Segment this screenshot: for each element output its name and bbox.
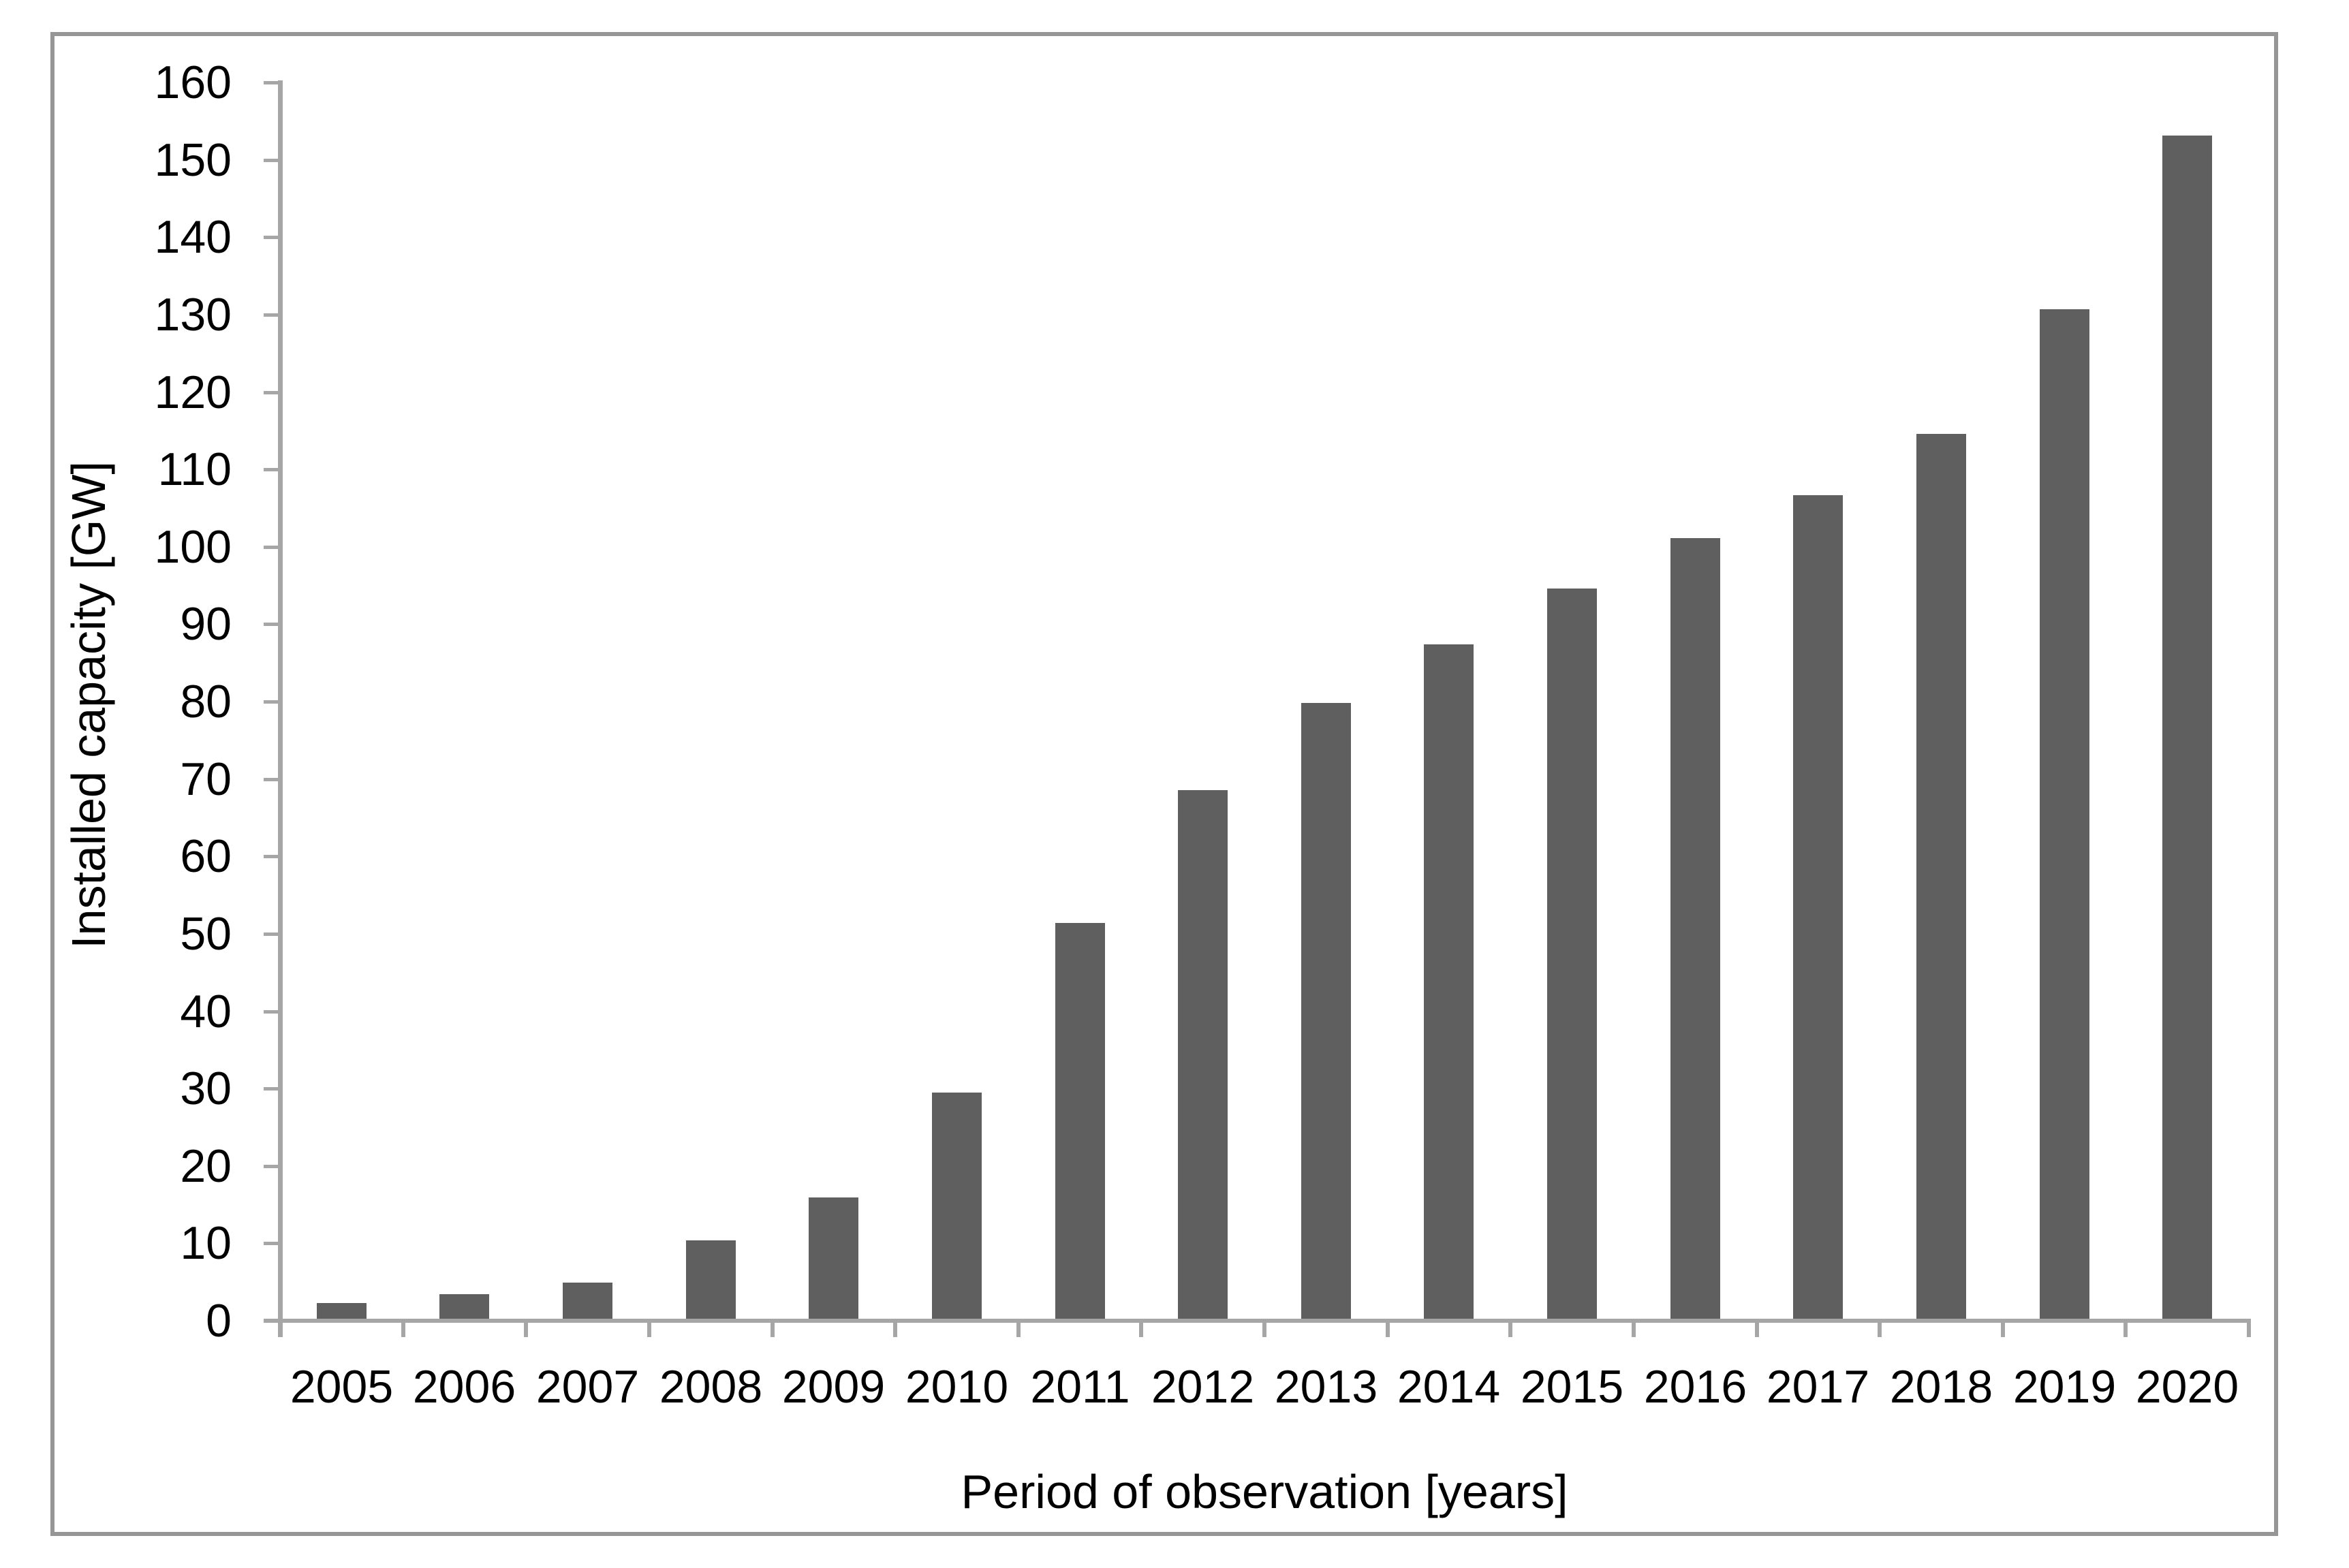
y-tick-70 bbox=[264, 778, 280, 781]
y-tick-label: 130 bbox=[154, 289, 232, 341]
x-tick-label: 2007 bbox=[535, 1361, 640, 1413]
y-tick-label: 140 bbox=[154, 211, 232, 263]
x-axis-line bbox=[264, 1319, 2251, 1323]
x-tick-label: 2012 bbox=[1151, 1361, 1255, 1413]
x-tick-9 bbox=[1386, 1321, 1390, 1337]
bar-2009 bbox=[809, 1197, 858, 1321]
y-axis-title: Installed capacity [GW] bbox=[62, 461, 115, 949]
y-tick-label: 110 bbox=[157, 443, 232, 495]
x-tick-label: 2008 bbox=[659, 1361, 763, 1413]
x-tick-4 bbox=[771, 1321, 775, 1337]
bar-2006 bbox=[439, 1294, 489, 1321]
y-tick-10 bbox=[264, 1242, 280, 1245]
y-tick-label: 70 bbox=[180, 753, 232, 805]
x-tick-3 bbox=[647, 1321, 651, 1337]
x-tick-label: 2018 bbox=[1889, 1361, 1993, 1413]
y-tick-label: 30 bbox=[180, 1063, 232, 1114]
bar-2014 bbox=[1424, 644, 1474, 1321]
bar-2020 bbox=[2162, 136, 2212, 1321]
x-tick-label: 2014 bbox=[1397, 1361, 1501, 1413]
y-tick-label: 150 bbox=[154, 134, 232, 186]
y-tick-label: 60 bbox=[180, 830, 232, 882]
x-tick-12 bbox=[1755, 1321, 1759, 1337]
y-tick-label: 50 bbox=[180, 908, 232, 960]
y-axis-line bbox=[278, 80, 283, 1337]
y-tick-0 bbox=[264, 1319, 280, 1323]
y-tick-label: 160 bbox=[154, 57, 232, 108]
y-tick-label: 100 bbox=[154, 521, 232, 573]
bar-2010 bbox=[932, 1093, 982, 1321]
y-tick-110 bbox=[264, 468, 280, 471]
y-tick-label: 10 bbox=[180, 1217, 232, 1269]
x-tick-7 bbox=[1139, 1321, 1143, 1337]
x-axis-title: Period of observation [years] bbox=[961, 1465, 1568, 1518]
x-tick-10 bbox=[1508, 1321, 1512, 1337]
bar-2016 bbox=[1670, 538, 1720, 1321]
bar-2007 bbox=[563, 1283, 612, 1321]
x-tick-5 bbox=[893, 1321, 897, 1337]
y-tick-label: 0 bbox=[206, 1295, 232, 1347]
x-tick-16 bbox=[2247, 1321, 2251, 1337]
bar-2019 bbox=[2040, 309, 2089, 1321]
y-tick-label: 20 bbox=[180, 1140, 232, 1192]
bar-2015 bbox=[1547, 589, 1597, 1321]
x-tick-13 bbox=[1878, 1321, 1882, 1337]
x-tick-1 bbox=[401, 1321, 405, 1337]
x-tick-label: 2009 bbox=[781, 1361, 886, 1413]
x-tick-label: 2016 bbox=[1643, 1361, 1747, 1413]
x-tick-label: 2013 bbox=[1274, 1361, 1378, 1413]
y-tick-30 bbox=[264, 1087, 280, 1091]
y-tick-label: 40 bbox=[180, 986, 232, 1037]
x-tick-8 bbox=[1262, 1321, 1266, 1337]
y-tick-120 bbox=[264, 391, 280, 394]
y-tick-100 bbox=[264, 546, 280, 549]
y-tick-label: 120 bbox=[154, 366, 232, 418]
bar-2017 bbox=[1793, 495, 1843, 1321]
bar-2013 bbox=[1301, 703, 1351, 1321]
y-tick-140 bbox=[264, 236, 280, 239]
x-tick-label: 2020 bbox=[2135, 1361, 2239, 1413]
bar-2011 bbox=[1055, 923, 1105, 1321]
y-tick-80 bbox=[264, 700, 280, 704]
x-tick-label: 2006 bbox=[412, 1361, 516, 1413]
x-tick-2 bbox=[524, 1321, 528, 1337]
x-tick-label: 2017 bbox=[1766, 1361, 1870, 1413]
x-tick-label: 2011 bbox=[1030, 1361, 1130, 1413]
y-tick-60 bbox=[264, 855, 280, 858]
y-tick-40 bbox=[264, 1010, 280, 1014]
x-tick-label: 2005 bbox=[290, 1361, 394, 1413]
x-tick-label: 2010 bbox=[905, 1361, 1009, 1413]
y-tick-160 bbox=[264, 81, 280, 84]
y-tick-150 bbox=[264, 159, 280, 162]
y-tick-90 bbox=[264, 623, 280, 626]
y-tick-20 bbox=[264, 1165, 280, 1168]
x-tick-6 bbox=[1016, 1321, 1021, 1337]
bar-2005 bbox=[317, 1303, 367, 1321]
y-tick-label: 90 bbox=[180, 598, 232, 650]
x-tick-14 bbox=[2001, 1321, 2005, 1337]
x-tick-label: 2019 bbox=[2012, 1361, 2117, 1413]
y-tick-label: 80 bbox=[180, 676, 232, 727]
figure-border bbox=[50, 32, 2278, 1536]
bar-2012 bbox=[1178, 790, 1228, 1321]
x-tick-11 bbox=[1632, 1321, 1636, 1337]
bar-2008 bbox=[686, 1240, 736, 1321]
bar-2018 bbox=[1916, 434, 1966, 1321]
x-tick-15 bbox=[2124, 1321, 2128, 1337]
x-tick-label: 2015 bbox=[1520, 1361, 1624, 1413]
y-tick-50 bbox=[264, 932, 280, 936]
y-tick-130 bbox=[264, 313, 280, 317]
